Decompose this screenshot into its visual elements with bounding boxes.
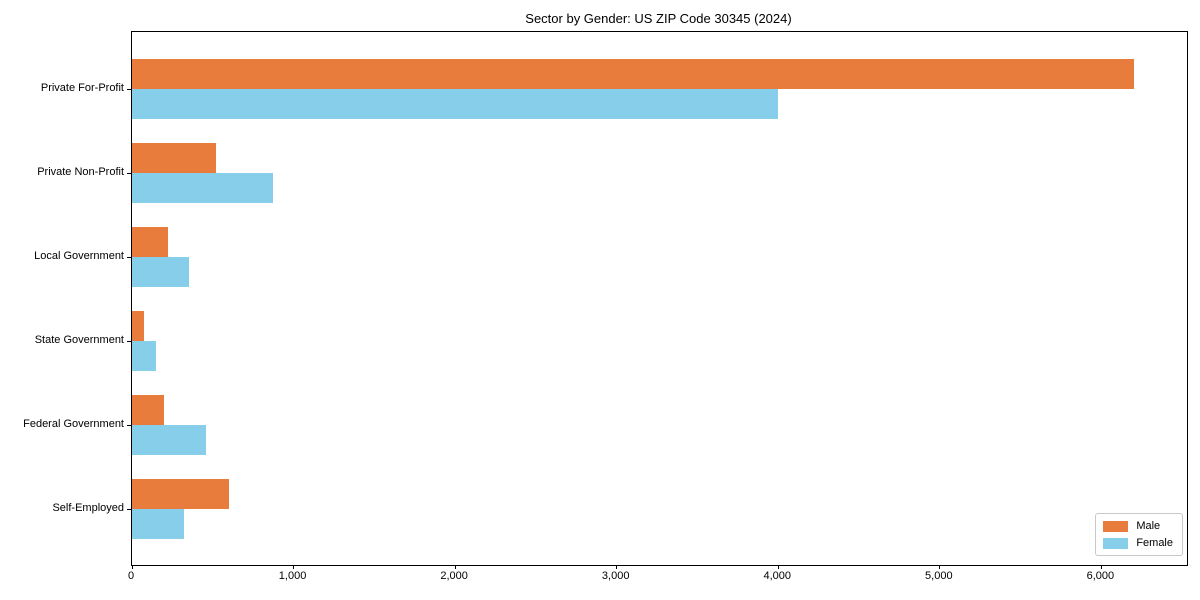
x-tick-label-0: 0 <box>127 570 135 582</box>
legend-item-male: Male <box>1103 520 1173 532</box>
y-tick-local-government <box>127 256 131 258</box>
bar-female-local-government <box>132 257 189 287</box>
x-tick-label-6000: 6,000 <box>1086 570 1115 582</box>
y-tick-private-non-profit <box>127 172 131 174</box>
bar-male-private-for-profit <box>132 59 1134 89</box>
bar-female-federal-government <box>132 425 207 455</box>
x-tick-label-4000: 4,000 <box>763 570 791 582</box>
bar-male-self-employed <box>132 479 229 509</box>
y-category-label-state-government: State Government <box>34 334 124 346</box>
x-tick-label-3000: 3,000 <box>601 570 630 582</box>
y-category-label-self-employed: Self-Employed <box>52 502 124 514</box>
legend-label-male: Male <box>1136 520 1161 532</box>
legend-swatch-male <box>1103 520 1129 532</box>
y-category-label-private-non-profit: Private Non-Profit <box>37 166 124 178</box>
bar-male-state-government <box>132 311 145 341</box>
y-category-label-private-for-profit: Private For-Profit <box>40 82 124 94</box>
x-tick-3000 <box>616 565 618 569</box>
bar-female-state-government <box>132 341 157 371</box>
bar-female-self-employed <box>132 509 184 539</box>
y-tick-federal-government <box>127 424 131 426</box>
legend-swatch-female <box>1103 537 1129 549</box>
bar-female-private-non-profit <box>132 173 273 203</box>
x-tick-5000 <box>939 565 941 569</box>
y-category-label-federal-government: Federal Government <box>23 418 124 430</box>
x-tick-label-1000: 1,000 <box>278 570 307 582</box>
plot-area: Male Female <box>127 31 1188 569</box>
y-category-label-local-government: Local Government <box>34 250 124 262</box>
legend-label-female: Female <box>1136 537 1173 549</box>
x-tick-1000 <box>293 565 295 569</box>
y-tick-state-government <box>127 340 131 342</box>
legend: Male Female <box>1095 513 1183 556</box>
x-tick-4000 <box>777 565 779 569</box>
legend-item-female: Female <box>1103 537 1173 549</box>
bar-male-local-government <box>132 227 168 257</box>
x-tick-0 <box>131 565 133 569</box>
bar-male-private-non-profit <box>132 143 216 173</box>
chart-title: Sector by Gender: US ZIP Code 30345 (202… <box>525 11 792 26</box>
y-tick-self-employed <box>127 508 131 510</box>
x-tick-label-5000: 5,000 <box>925 570 953 582</box>
bar-female-private-for-profit <box>132 89 779 119</box>
y-tick-private-for-profit <box>127 88 131 90</box>
x-tick-label-2000: 2,000 <box>440 570 468 582</box>
bar-male-federal-government <box>132 395 165 425</box>
x-tick-2000 <box>454 565 456 569</box>
x-tick-6000 <box>1100 565 1102 569</box>
